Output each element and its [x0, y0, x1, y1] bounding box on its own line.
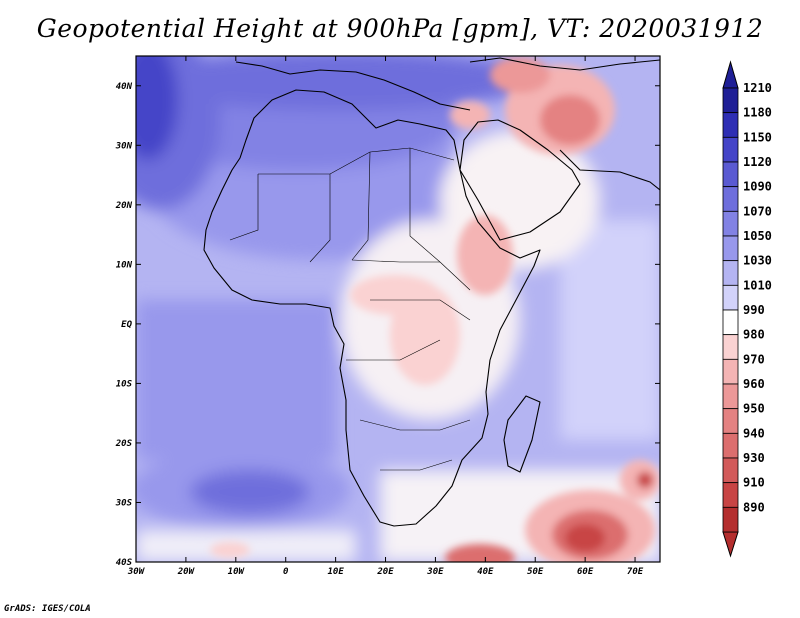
- grads-credit: GrADS: IGES/COLA: [4, 604, 91, 614]
- colorbar-label: 1150: [743, 130, 772, 144]
- colorbar-label: 890: [743, 500, 765, 514]
- colorbar-label: 970: [743, 352, 765, 366]
- lon-tick-label: 70E: [627, 567, 644, 577]
- lat-tick-label: EQ: [121, 320, 132, 330]
- colorbar-label: 980: [743, 328, 765, 342]
- colorbar-label: 930: [743, 451, 765, 465]
- colorbar-swatch: [722, 210, 739, 237]
- colorbar-swatch: [722, 235, 739, 262]
- colorbar-label: 960: [743, 377, 765, 391]
- chart-title: Geopotential Height at 900hPa [gpm], VT:…: [36, 14, 764, 43]
- coastlines: [203, 57, 660, 527]
- colorbar-swatch: [722, 186, 739, 212]
- lat-tick-label: 10N: [116, 260, 133, 270]
- colorbar-swatch: [722, 309, 739, 336]
- colorbar-swatch: [722, 87, 739, 114]
- colorbar-label: 910: [743, 476, 765, 490]
- colorbar-label: 1010: [743, 278, 772, 292]
- colorbar-swatch: [722, 260, 739, 286]
- colorbar-swatch: [722, 383, 739, 410]
- colorbar-label: 1090: [743, 180, 772, 194]
- colorbar-top-arrow: [722, 60, 739, 89]
- lon-tick-label: 10W: [228, 567, 246, 577]
- lon-tick-label: 10E: [327, 567, 344, 577]
- colorbar-swatch: [722, 112, 739, 138]
- colorbar-swatch: [722, 408, 739, 434]
- lat-tick-label: 30S: [115, 498, 133, 508]
- lon-tick-label: 20W: [177, 567, 196, 577]
- colorbar-label: 1070: [743, 204, 772, 218]
- borders: [229, 147, 471, 471]
- colorbar-swatch: [722, 334, 739, 360]
- lon-tick-label: 50E: [527, 567, 544, 577]
- colorbar-bottom-arrow: [722, 531, 739, 558]
- lat-tick-label: 10S: [116, 379, 133, 389]
- colorbar-swatch: [722, 136, 739, 163]
- colorbar-swatch: [722, 457, 739, 484]
- colorbar-label: 990: [743, 303, 765, 317]
- lat-tick-label: 30N: [115, 141, 133, 151]
- lat-tick-label: 20S: [115, 439, 133, 449]
- colorbar-label: 1120: [743, 155, 772, 169]
- colorbar-label: 1180: [743, 106, 772, 120]
- colorbar-swatch: [722, 358, 739, 385]
- map-field: [136, 56, 660, 562]
- lat-tick-label: 20N: [115, 201, 133, 211]
- lon-tick-label: 30E: [426, 567, 444, 577]
- colorbar-swatch: [722, 482, 739, 508]
- lon-tick-label: 60E: [577, 567, 594, 577]
- lon-tick-label: 0: [283, 567, 289, 577]
- lon-tick-label: 40E: [477, 567, 494, 577]
- lat-tick-label: 40S: [116, 558, 133, 568]
- lon-tick-label: 20E: [376, 567, 394, 577]
- colorbar-label: 1050: [743, 229, 772, 243]
- lon-tick-label: 30W: [127, 567, 146, 577]
- colorbar-swatch: [722, 432, 739, 459]
- colorbar: 1210 1180 1150 1120 1090 1070 1050 1030 1010 990 9…: [722, 60, 772, 558]
- colorbar-swatch: [722, 506, 739, 533]
- colorbar-label: 1030: [743, 254, 772, 268]
- colorbar-swatch: [722, 161, 739, 188]
- lat-tick-label: 40N: [116, 82, 133, 92]
- colorbar-label: 1210: [743, 81, 772, 95]
- colorbar-label: 950: [743, 402, 765, 416]
- colorbar-label: 940: [743, 426, 765, 440]
- colorbar-swatch: [722, 284, 739, 311]
- axis-ticks: 30W 20W 10W 0 10E 20E 30E 40E 50E 60E 70E 40N 30N 20N…: [115, 56, 660, 577]
- map-frame: [135, 55, 661, 563]
